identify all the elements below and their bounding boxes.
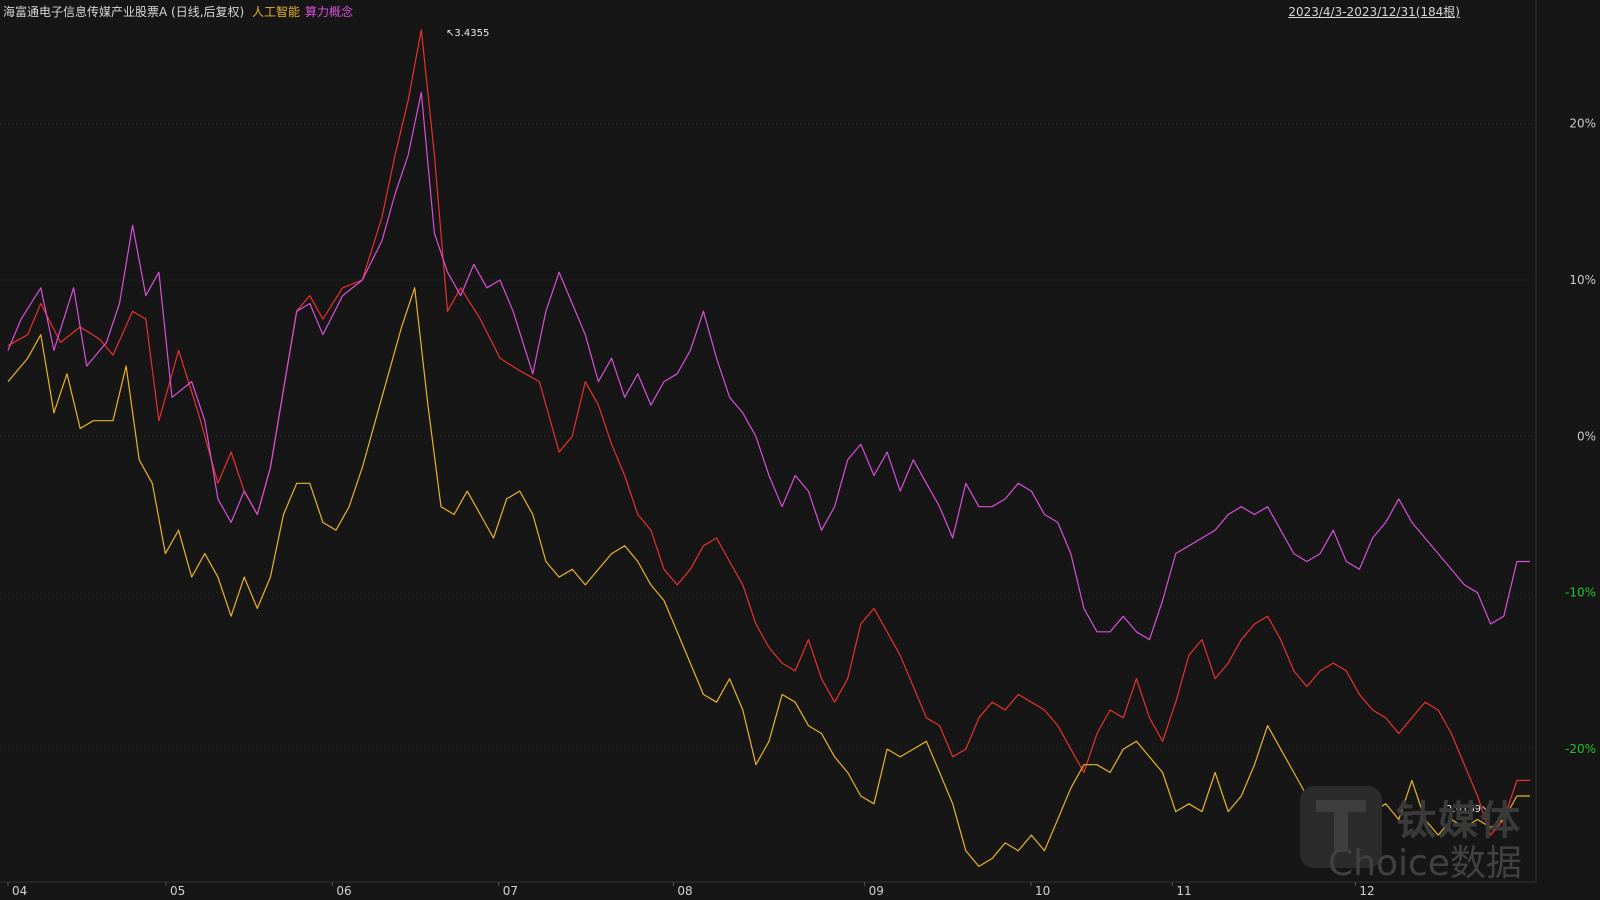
x-tick-label: 07 [503,884,518,898]
date-range-link[interactable]: 2023/4/3-2023/12/31(184根) [1288,5,1460,19]
y-tick-label: -20% [1565,742,1596,756]
series-line-1 [7,287,1530,867]
x-tick-label: 08 [677,884,692,898]
annotations: ↖3.4355 2.0169↘ [446,28,1489,815]
x-tick-label: 09 [869,884,884,898]
y-axis-ticks: 20% 10% 0% -10% -20% [1565,117,1596,756]
series-line-2 [7,91,1530,641]
y-tick-label: -10% [1565,586,1596,600]
x-tick-label: 04 [12,884,27,898]
y-tick-label: 10% [1569,273,1596,287]
max-value-annotation: ↖3.4355 [446,28,489,39]
grid-lines [0,123,1536,750]
x-axis-ticks: 04 05 06 07 08 09 10 11 12 [7,882,1375,898]
x-tick-label: 05 [170,884,185,898]
axes [0,0,1537,883]
x-tick-label: 06 [336,884,351,898]
x-tick-label: 10 [1035,884,1050,898]
series-line-0 [7,29,1530,836]
legend-item-compute[interactable]: 算力概念 [305,5,354,19]
x-tick-label: 12 [1359,884,1374,898]
y-tick-label: 0% [1577,429,1596,443]
legend-item-ai[interactable]: 人工智能 [252,5,301,19]
min-value-annotation: 2.0169↘ [1446,804,1489,815]
x-tick-label: 11 [1176,884,1191,898]
y-tick-label: 20% [1569,117,1596,131]
chart-header: 海富通电子信息传媒产业股票A (日线,后复权) 人工智能 算力概念 2023/4… [0,0,1530,22]
chart-title: 海富通电子信息传媒产业股票A (日线,后复权) [3,5,245,19]
series-lines [7,29,1530,867]
